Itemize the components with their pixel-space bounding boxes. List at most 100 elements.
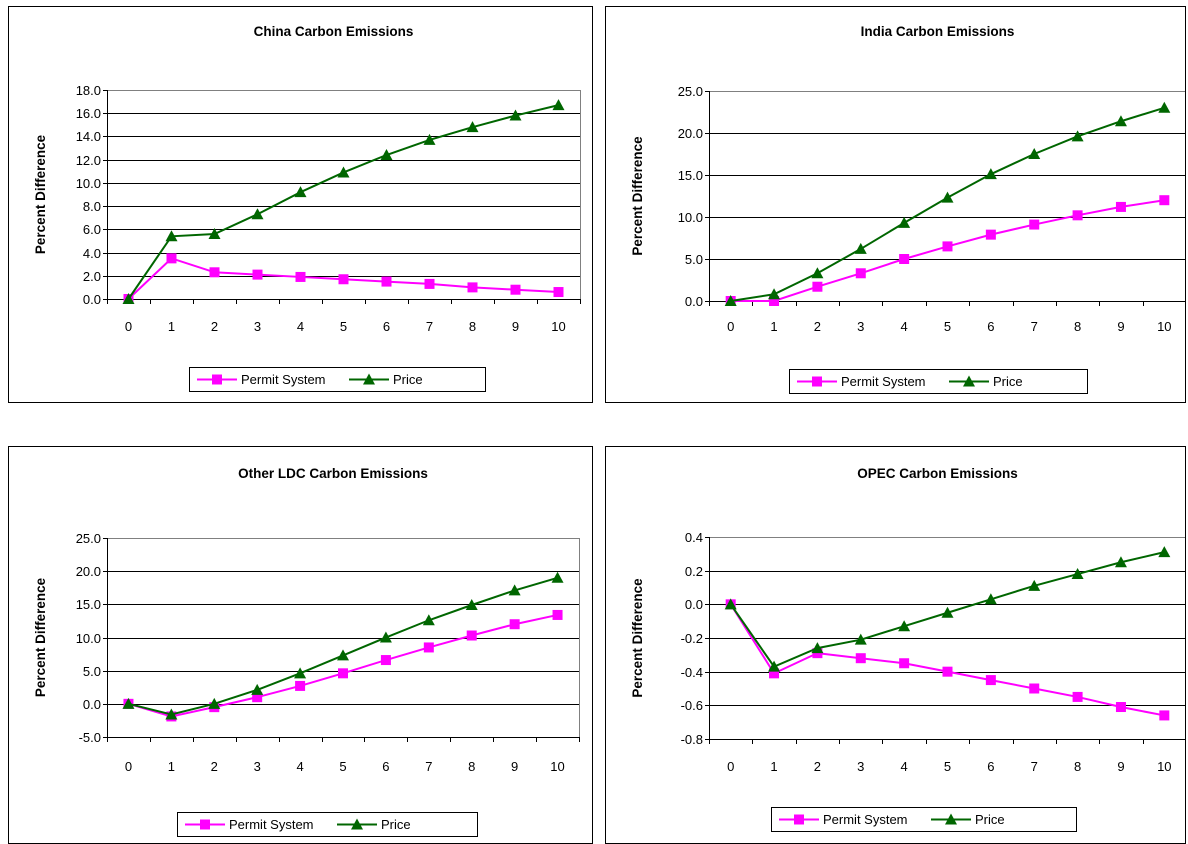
data-point (811, 642, 824, 654)
data-point (208, 697, 221, 709)
y-axis-label: Percent Difference (630, 578, 645, 698)
data-point (166, 253, 177, 264)
x-tick-label: 0 (125, 319, 132, 334)
y-tick-label: 0.0 (685, 597, 703, 612)
x-tick-label: 1 (168, 759, 175, 774)
x-tick-label: 5 (340, 319, 347, 334)
data-point (466, 630, 477, 641)
data-point (467, 282, 478, 293)
x-tick-label: 10 (1157, 759, 1171, 774)
data-point (252, 692, 263, 703)
x-tick-label: 2 (814, 759, 821, 774)
x-tick-label: 8 (1074, 319, 1081, 334)
data-point (165, 708, 178, 720)
data-point (811, 267, 824, 279)
data-point (1029, 219, 1040, 230)
legend-label: Permit System (841, 374, 926, 389)
y-tick-label: 0.0 (83, 292, 101, 307)
y-tick-label: 0.4 (685, 530, 703, 545)
x-tick-label: 9 (512, 319, 519, 334)
y-tick-label: 20.0 (678, 126, 703, 141)
x-tick-label: 7 (425, 759, 432, 774)
data-point (381, 276, 392, 287)
x-tick-label: 5 (944, 319, 951, 334)
x-tick-label: 4 (901, 759, 908, 774)
data-point (252, 269, 263, 280)
data-point (941, 191, 954, 203)
data-point (552, 99, 565, 111)
y-tick-label: 15.0 (678, 168, 703, 183)
y-axis-label: Percent Difference (33, 134, 48, 254)
x-tick-label: 6 (383, 319, 390, 334)
x-tick-label: 10 (551, 319, 565, 334)
y-tick-label: 15.0 (76, 597, 101, 612)
x-tick-label: 10 (1157, 319, 1171, 334)
data-point (769, 296, 780, 306)
opec-chart-panel: OPEC Carbon Emissions Percent Difference -… (605, 446, 1186, 844)
x-tick-label: 9 (1117, 759, 1124, 774)
data-point (942, 666, 953, 677)
permit-system-series (725, 195, 1170, 306)
data-point (768, 660, 781, 672)
price-series (122, 571, 564, 720)
legend-label: Price (393, 372, 423, 387)
x-tick-label: 9 (511, 759, 518, 774)
legend-label: Price (381, 817, 411, 832)
y-tick-label: 0.0 (83, 697, 101, 712)
series-line (128, 576, 558, 716)
y-tick-label: 8.0 (83, 199, 101, 214)
legend: Permit System Price (771, 807, 1077, 832)
data-point (812, 281, 823, 292)
data-point (1028, 579, 1041, 591)
y-axis-label: Percent Difference (33, 577, 48, 697)
y-axis-label: Percent Difference (630, 136, 645, 256)
data-point (122, 697, 135, 709)
y-tick-label: 0.0 (685, 294, 703, 309)
series-line (127, 104, 559, 300)
data-point (552, 609, 563, 620)
china-chart-panel: China Carbon Emissions Percent Difference… (8, 6, 593, 403)
x-tick-label: 1 (168, 319, 175, 334)
x-tick-label: 8 (1074, 759, 1081, 774)
y-tick-label: 18.0 (76, 83, 101, 98)
data-point (422, 614, 435, 626)
y-tick-label: 10.0 (678, 210, 703, 225)
legend-triangle-marker (363, 373, 375, 385)
data-point (1158, 101, 1171, 113)
y-tick-label: -0.8 (681, 732, 703, 747)
plot-area (107, 90, 581, 300)
legend-square-marker (212, 374, 222, 385)
data-point (295, 680, 306, 691)
chart-svg: China Carbon Emissions Percent Difference… (33, 24, 581, 392)
data-point (855, 268, 866, 279)
chart-title: India Carbon Emissions (861, 24, 1015, 39)
y-tick-label: 6.0 (83, 222, 101, 237)
data-point (812, 648, 823, 659)
y-tick-label: 25.0 (76, 531, 101, 546)
x-tick-label: 6 (382, 759, 389, 774)
x-tick-label: 0 (727, 759, 734, 774)
legend-triangle-marker (351, 818, 363, 830)
x-tick-label: 9 (1117, 319, 1124, 334)
data-point (337, 166, 350, 178)
x-tick-label: 10 (550, 759, 564, 774)
data-point (769, 668, 780, 679)
x-tick-label: 3 (254, 319, 261, 334)
x-tick-label: 6 (987, 759, 994, 774)
legend-label: Permit System (241, 372, 326, 387)
data-point (899, 658, 910, 669)
y-tick-label: -0.6 (681, 698, 703, 713)
data-point (1159, 195, 1170, 206)
permit-system-series (123, 253, 564, 304)
data-point (509, 109, 522, 121)
x-tick-label: 5 (339, 759, 346, 774)
x-tick-label: 6 (987, 319, 994, 334)
x-tick-label: 3 (254, 759, 261, 774)
legend-label: Permit System (823, 812, 908, 827)
y-tick-label: 20.0 (76, 564, 101, 579)
series-line (729, 603, 1165, 717)
chart-title: China Carbon Emissions (254, 24, 414, 39)
data-point (509, 619, 520, 630)
y-tick-label: 0.2 (685, 564, 703, 579)
chart-svg: Other LDC Carbon Emissions Percent Differ… (33, 466, 580, 837)
